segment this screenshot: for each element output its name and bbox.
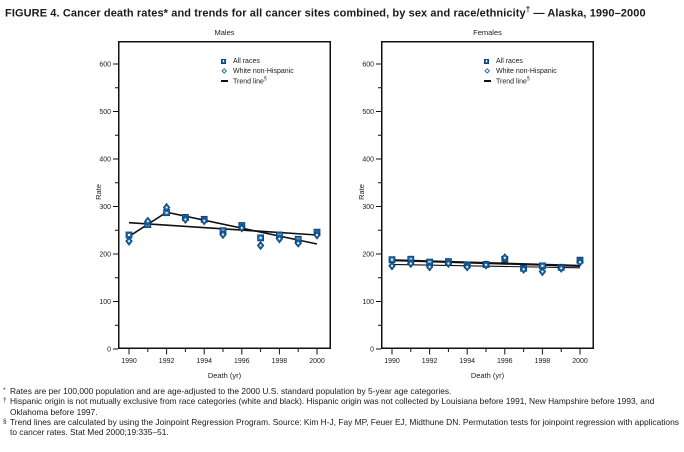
white-non-hispanic-diamond-icon [221, 67, 228, 75]
males-chart: Males Rate 0 100 200 300 400 500 600 1990 1992 19… [92, 27, 342, 387]
footnote-hispanic-origin: † Hispanic origin is not mutually exclusi… [3, 396, 655, 417]
figure-title-main: FIGURE 4. Cancer death rates* and trends… [5, 7, 526, 20]
svg-text:100: 100 [99, 299, 111, 306]
svg-text:300: 300 [99, 204, 111, 211]
footnote-rates: * Rates are per 100,000 population and ar… [3, 386, 452, 396]
trend-line-dash-icon [221, 80, 228, 82]
legend-label-white-non-hispanic: White non-Hispanic [496, 67, 557, 75]
svg-text:1996: 1996 [497, 358, 513, 365]
males-x-axis-label: Death (yr) [207, 371, 242, 380]
svg-text:500: 500 [99, 109, 111, 116]
svg-text:0: 0 [370, 347, 374, 354]
legend-item-all-races: All races [484, 56, 557, 66]
svg-text:1998: 1998 [535, 358, 551, 365]
svg-text:300: 300 [362, 204, 374, 211]
all-races-square-icon [221, 58, 226, 64]
females-plot-area: 0 100 200 300 400 500 600 1990 1992 1994 1996 1998 2… [362, 41, 594, 365]
svg-text:1994: 1994 [459, 358, 475, 365]
males-legend: All races White non-Hispanic Trend line§ [221, 56, 294, 86]
svg-text:1992: 1992 [159, 358, 175, 365]
legend-item-all-races: All races [221, 56, 294, 66]
females-x-axis-label: Death (yr) [470, 371, 505, 380]
svg-text:2000: 2000 [309, 358, 325, 365]
females-panel-title: Females [473, 28, 502, 37]
legend-label-trend-line: Trend line§ [233, 76, 267, 86]
females-legend: All races White non-Hispanic Trend line§ [484, 56, 557, 86]
figure-title: FIGURE 4. Cancer death rates* and trends… [5, 5, 681, 20]
svg-text:200: 200 [99, 252, 111, 259]
all-races-square-icon [484, 58, 489, 64]
svg-text:0: 0 [107, 347, 111, 354]
legend-item-trend-line: Trend line§ [221, 76, 294, 86]
svg-text:1994: 1994 [196, 358, 212, 365]
svg-text:400: 400 [362, 157, 374, 164]
males-plot-area: 0 100 200 300 400 500 600 1990 1992 1994 1996 1998 2… [99, 41, 331, 365]
svg-text:1998: 1998 [272, 358, 288, 365]
svg-text:400: 400 [99, 157, 111, 164]
trend-line-dash-icon [484, 80, 491, 82]
males-panel-title: Males [214, 28, 235, 37]
svg-text:500: 500 [362, 109, 374, 116]
svg-text:600: 600 [362, 62, 374, 69]
legend-label-trend-line: Trend line§ [496, 76, 530, 86]
footnote-trend-lines: § Trend lines are calculated by using the… [3, 416, 679, 438]
footnotes: * Rates are per 100,000 population and ar… [3, 386, 682, 437]
svg-text:1990: 1990 [384, 358, 400, 365]
legend-label-all-races: All races [496, 57, 523, 65]
svg-text:1996: 1996 [234, 358, 250, 365]
figure-title-dagger: † [525, 5, 531, 14]
svg-text:200: 200 [362, 252, 374, 259]
legend-item-white-non-hispanic: White non-Hispanic [221, 66, 294, 76]
svg-text:100: 100 [362, 299, 374, 306]
svg-text:1992: 1992 [422, 358, 438, 365]
white-non-hispanic-diamond-icon [484, 67, 491, 75]
figure-title-tail: — Alaska, 1990–2000 [530, 7, 646, 20]
svg-text:1990: 1990 [121, 358, 137, 365]
legend-item-trend-line: Trend line§ [484, 76, 557, 86]
legend-label-all-races: All races [233, 57, 260, 65]
svg-text:600: 600 [99, 62, 111, 69]
legend-item-white-non-hispanic: White non-Hispanic [484, 66, 557, 76]
females-chart: Females Rate 0 100 200 300 400 500 600 1990 1992… [355, 27, 605, 387]
svg-text:2000: 2000 [572, 358, 588, 365]
legend-label-white-non-hispanic: White non-Hispanic [233, 67, 294, 75]
